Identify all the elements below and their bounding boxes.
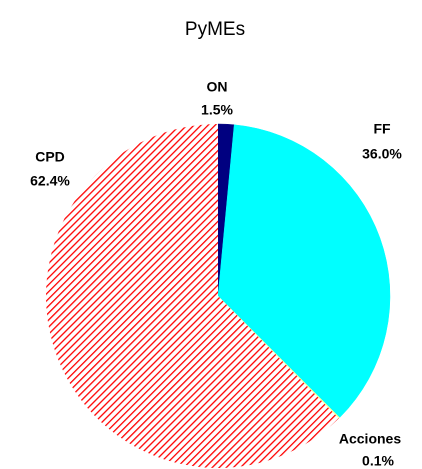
slice-name: Acciones	[339, 431, 401, 447]
pie-slice	[45, 124, 339, 468]
pie-slice	[217, 124, 391, 418]
slice-name: FF	[373, 121, 391, 137]
slice-name: ON	[207, 79, 228, 95]
pie-slice	[217, 295, 340, 419]
slice-label: 1.5%	[201, 102, 233, 118]
chart-title: PyMEs	[185, 19, 245, 40]
pie	[45, 123, 391, 468]
slice-label: 62.4%	[30, 173, 70, 189]
slice-name: CPD	[35, 149, 65, 165]
slice-label: 36.0%	[362, 146, 402, 162]
slice-label: 0.1%	[362, 453, 394, 469]
